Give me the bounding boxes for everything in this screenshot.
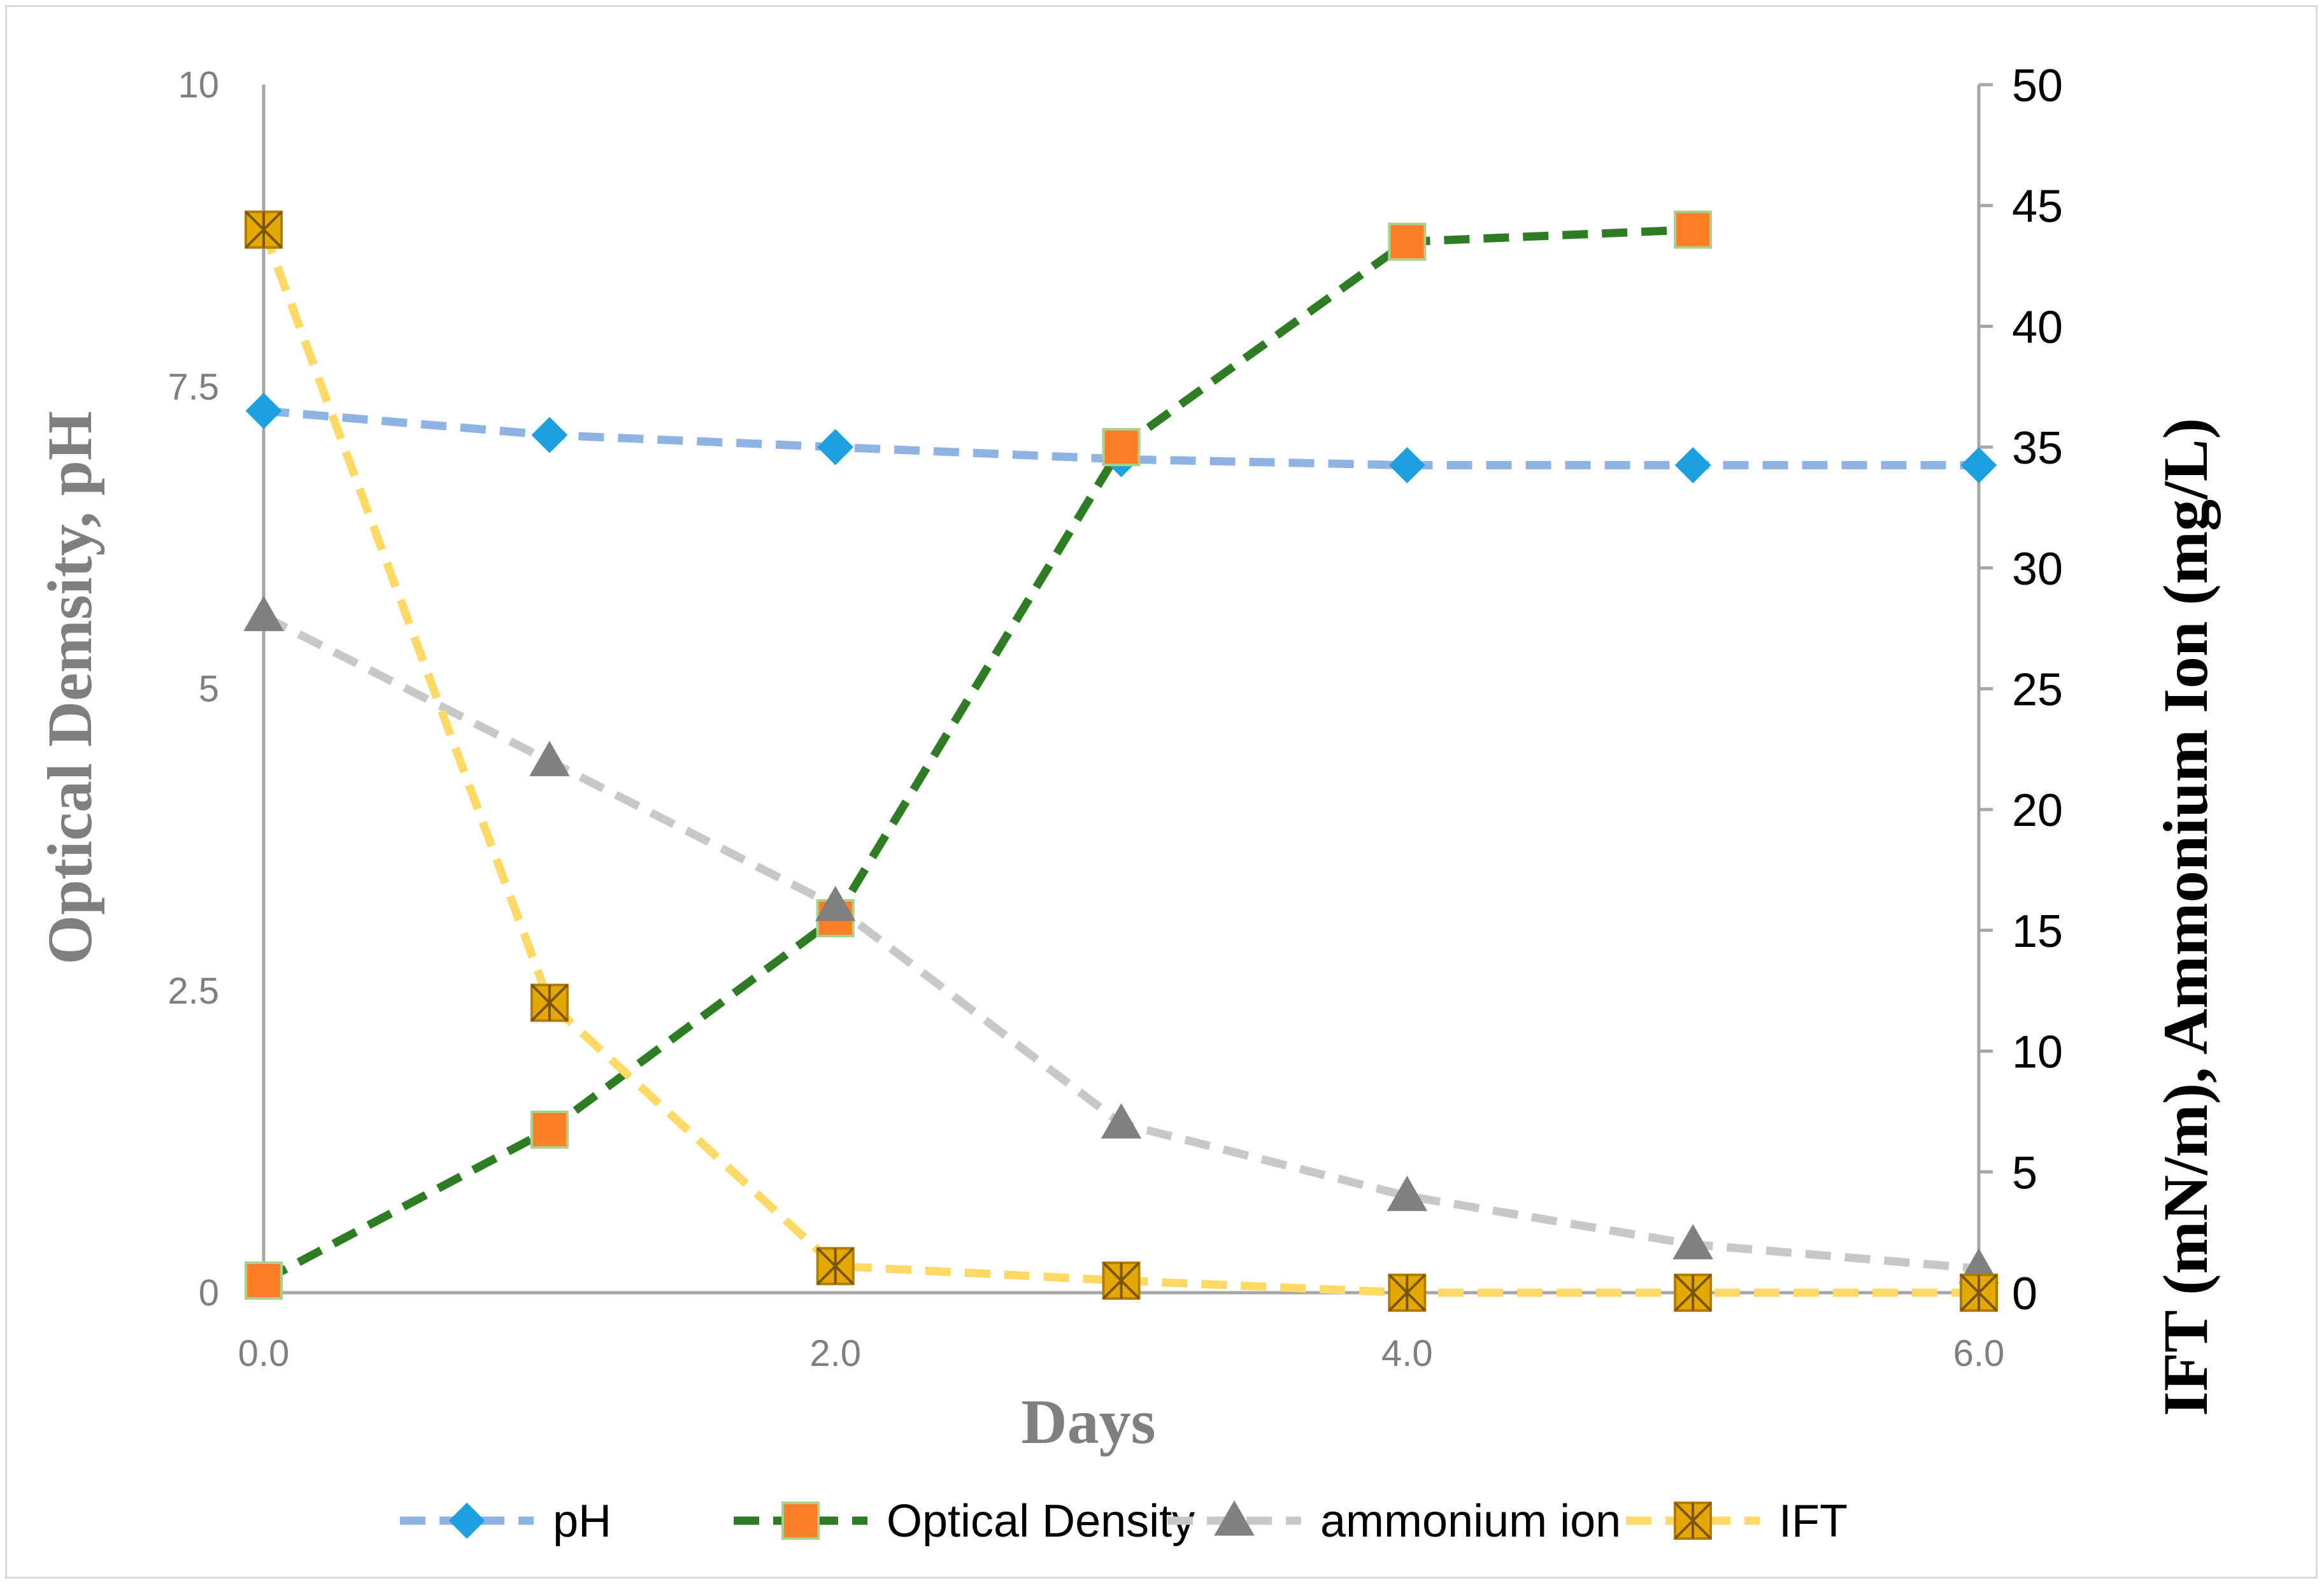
legend-marker-swatch <box>1214 1500 1255 1536</box>
series-line-ammonium-ion <box>262 612 1979 1273</box>
x-tick-label: 6.0 <box>1953 1333 2005 1374</box>
legend-marker-swatch <box>781 1502 820 1540</box>
data-point-ammonium-ion <box>1672 1224 1713 1260</box>
series-markers <box>243 210 1999 1312</box>
x-tick-label: 2.0 <box>809 1333 861 1374</box>
y-left-tick-label: 0 <box>199 1272 219 1314</box>
legend-label: Optical Density <box>887 1496 1195 1547</box>
legend-item-optical-density: Optical Density <box>734 1496 1195 1547</box>
data-point-ift <box>530 983 569 1022</box>
data-point-ammonium-ion <box>1101 1103 1142 1139</box>
legend-item-ph: pH <box>400 1496 611 1547</box>
y-right-tick-label: 50 <box>2012 60 2063 111</box>
legend-marker-swatch <box>448 1502 485 1539</box>
data-point-ph <box>531 416 568 453</box>
data-point-optical-density <box>530 1110 569 1149</box>
data-point-ph <box>1674 447 1711 483</box>
y-right-tick-label: 0 <box>2012 1269 2037 1319</box>
legend-marker-swatch <box>1674 1502 1712 1540</box>
y-right-tick-label: 10 <box>2012 1027 2063 1078</box>
data-point-ammonium-ion <box>815 885 856 921</box>
data-point-ph <box>1960 447 1997 483</box>
data-point-ift <box>245 210 283 249</box>
y-right-tick-label: 25 <box>2012 665 2063 716</box>
data-point-ph <box>245 392 282 429</box>
legend-label: pH <box>553 1496 611 1547</box>
y-right-tick-label: 40 <box>2012 302 2063 353</box>
legend-item-ammonium-ion: ammonium ion <box>1167 1496 1621 1547</box>
y-right-tick-label: 15 <box>2012 906 2063 957</box>
data-point-ift <box>1674 1274 1713 1312</box>
y-right-tick-label: 30 <box>2012 544 2063 595</box>
data-point-optical-density <box>245 1262 283 1300</box>
y-axis-left-title: Optical Demsity, pH <box>34 411 105 964</box>
x-tick-label: 4.0 <box>1381 1333 1433 1374</box>
x-axis-title: Days <box>1021 1386 1155 1457</box>
series-line-optical-density <box>261 225 1693 1284</box>
legend-item-ift: IFT <box>1626 1496 1848 1547</box>
data-point-ift <box>1102 1262 1141 1300</box>
data-point-ph <box>817 429 854 466</box>
legend: pH Optical Density ammonium ion IFT <box>400 1496 1848 1547</box>
y-axis-right-title: IFT (mN/m), Ammonium Ion (mg/L) <box>2150 418 2221 1416</box>
y-left-tick-label: 7.5 <box>168 366 219 408</box>
data-point-optical-density <box>1102 428 1141 467</box>
data-point-ift <box>1388 1274 1427 1312</box>
x-tick-label: 0.0 <box>238 1333 290 1374</box>
data-point-optical-density <box>1388 222 1427 261</box>
legend-label: ammonium ion <box>1320 1496 1621 1547</box>
y-right-tick-label: 45 <box>2012 181 2063 232</box>
data-point-ammonium-ion <box>529 741 570 776</box>
y-left-tick-label: 5 <box>199 669 219 710</box>
y-right-tick-label: 20 <box>2012 785 2063 836</box>
y-right-tick-label: 35 <box>2012 423 2063 474</box>
data-point-ammonium-ion <box>243 595 284 632</box>
data-point-ph <box>1388 447 1425 483</box>
y-left-tick-label: 2.5 <box>168 970 219 1012</box>
data-point-ammonium-ion <box>1387 1176 1428 1211</box>
data-point-optical-density <box>1674 210 1713 249</box>
legend-label: IFT <box>1779 1496 1848 1547</box>
y-left-tick-label: 10 <box>178 64 219 106</box>
chart-frame <box>5 5 2318 1579</box>
data-point-ift <box>1960 1274 1998 1312</box>
y-right-tick-label: 5 <box>2012 1148 2037 1198</box>
data-point-ift <box>816 1247 855 1286</box>
